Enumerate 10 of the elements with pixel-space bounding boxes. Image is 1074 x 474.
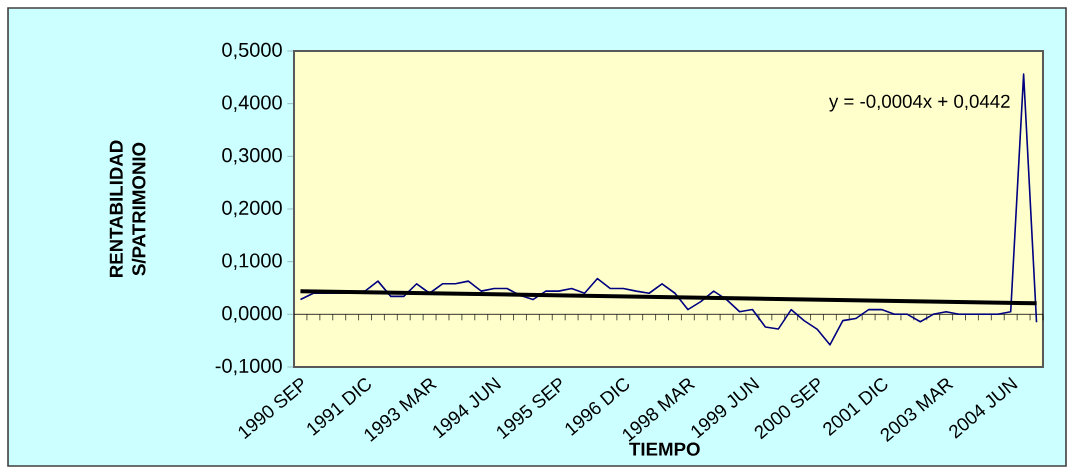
y-tick-label: 0,5000	[222, 42, 282, 60]
annotation: y = -0,0004x + 0,0442	[828, 94, 1010, 112]
y-tick-label: 0,2000	[222, 200, 282, 218]
y-tick-label: 0,3000	[222, 148, 282, 165]
y-tick-label: -0,1000	[215, 358, 282, 376]
y-tick-label: 0,0000	[222, 306, 282, 323]
y-axis-title: RENTABILIDAD S/PATRIMONIO	[109, 140, 146, 278]
y-tick-label: 0,4000	[222, 95, 282, 112]
x-axis-title: TIEMPO	[629, 442, 700, 456]
y-tick-label: 0,1000	[222, 253, 282, 270]
